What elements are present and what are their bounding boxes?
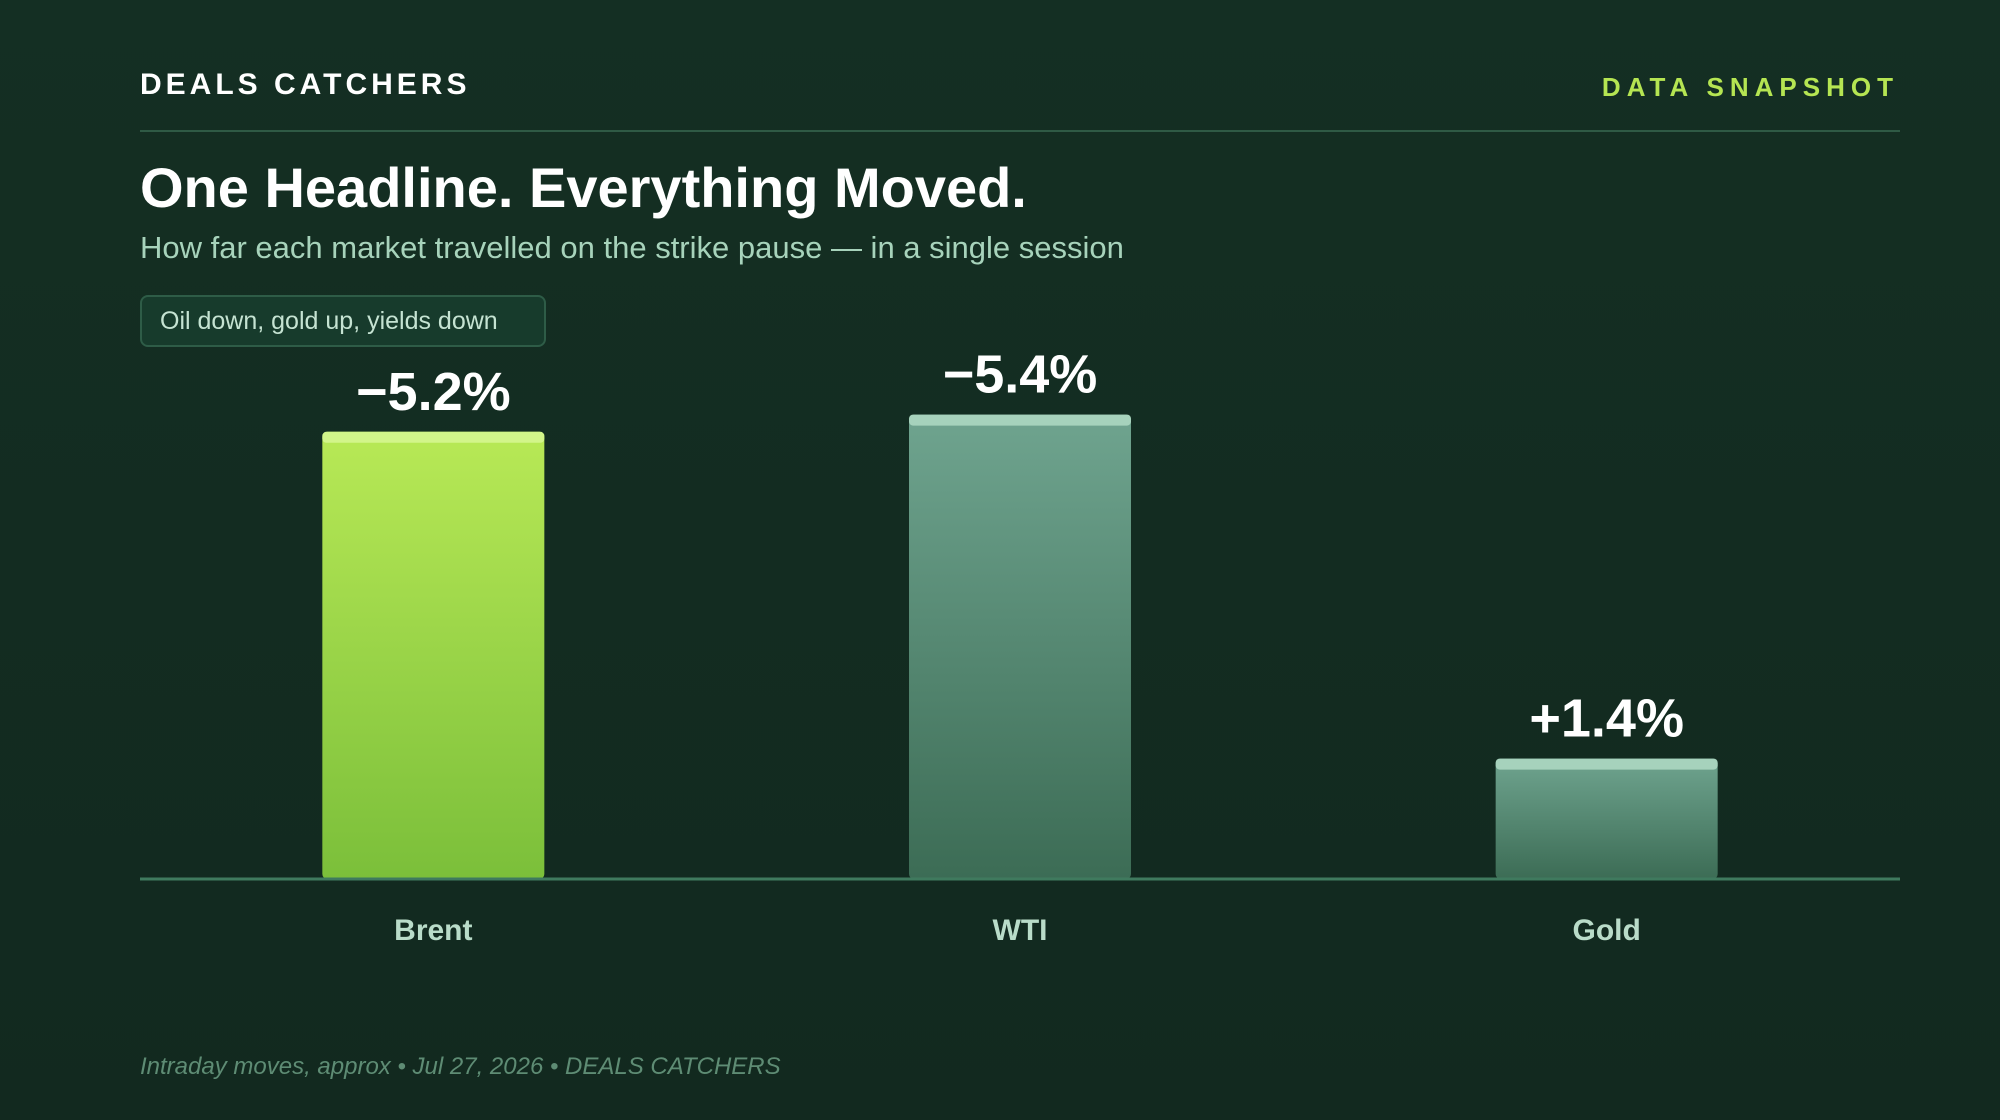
value-label-brent: −5.2% xyxy=(356,362,511,422)
bar-cap-wti xyxy=(909,414,1131,426)
value-label-gold: +1.4% xyxy=(1529,689,1684,749)
chart-subtitle: How far each market travelled on the str… xyxy=(140,230,1124,265)
category-label-gold: Gold xyxy=(1573,914,1641,947)
bar-cap-gold xyxy=(1495,758,1718,770)
category-label-brent: Brent xyxy=(394,914,472,947)
brand-wordmark: DEALS CATCHERS xyxy=(140,68,471,101)
bar-brent xyxy=(322,431,545,879)
chart-title: One Headline. Everything Moved. xyxy=(140,156,1027,219)
bar-cap-brent xyxy=(322,431,545,443)
data-snapshot-tag: DATA SNAPSHOT xyxy=(1601,72,1899,102)
header-divider xyxy=(140,130,1900,132)
callout-badge: Oil down, gold up, yields down xyxy=(140,295,546,347)
value-label-wti: −5.4% xyxy=(943,345,1098,405)
bar-gold xyxy=(1495,758,1718,879)
category-label-wti: WTI xyxy=(993,914,1048,947)
chart-footer: Intraday moves, approx • Jul 27, 2026 • … xyxy=(140,1053,781,1080)
bar-wti xyxy=(909,414,1131,879)
